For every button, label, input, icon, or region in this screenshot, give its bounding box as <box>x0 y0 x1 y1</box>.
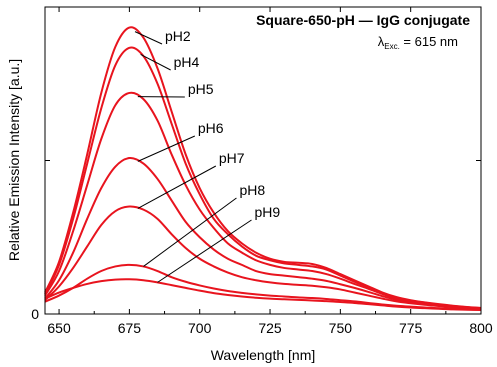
ticks-layer: 650 675 700 725 750 775 800 0 <box>31 7 493 336</box>
x-tick-label-650: 650 <box>47 320 71 336</box>
excitation-subscript: Exc. <box>384 42 400 51</box>
series-labels-layer: pH2 pH4 pH5 pH6 pH7 pH8 pH9 <box>134 28 281 283</box>
excitation-value: = 615 nm <box>400 34 458 49</box>
leader-line-ph8 <box>143 197 237 267</box>
y-tick-label-0: 0 <box>31 306 39 322</box>
series-line-ph4 <box>44 46 482 310</box>
series-label-ph9: pH9 <box>255 204 281 220</box>
series-label-ph5: pH5 <box>188 81 214 97</box>
excitation-annotation: λExc. = 615 nm <box>378 34 458 51</box>
x-axis-label: Wavelength [nm] <box>211 347 316 363</box>
series-label-ph2: pH2 <box>165 28 191 44</box>
series-label-ph8: pH8 <box>239 182 265 198</box>
series-line-ph5 <box>44 91 482 310</box>
series-label-ph4: pH4 <box>174 54 200 70</box>
x-tick-label-800: 800 <box>469 320 493 336</box>
x-tick-label-750: 750 <box>329 320 353 336</box>
x-tick-label-675: 675 <box>118 320 142 336</box>
series-line-ph6 <box>44 156 482 310</box>
leader-line-ph2 <box>134 31 163 45</box>
leader-line-ph9 <box>157 219 252 283</box>
lambda-symbol: λ <box>378 34 385 49</box>
series-line-ph9 <box>44 278 482 312</box>
x-tick-label-775: 775 <box>399 320 423 336</box>
series-line-ph7 <box>44 205 482 311</box>
leader-line-ph4 <box>140 54 171 71</box>
chart-title: Square-650-pH — IgG conjugate <box>256 12 470 28</box>
x-tick-label-700: 700 <box>188 320 212 336</box>
curves-layer <box>44 26 482 312</box>
leader-line-ph6 <box>137 135 196 162</box>
series-label-ph7: pH7 <box>219 150 245 166</box>
leader-line-ph7 <box>137 165 217 209</box>
series-label-ph6: pH6 <box>198 120 224 136</box>
series-line-ph2 <box>44 26 482 309</box>
x-tick-label-725: 725 <box>258 320 282 336</box>
y-axis-label: Relative Emission Intensity [a.u.] <box>6 59 22 261</box>
